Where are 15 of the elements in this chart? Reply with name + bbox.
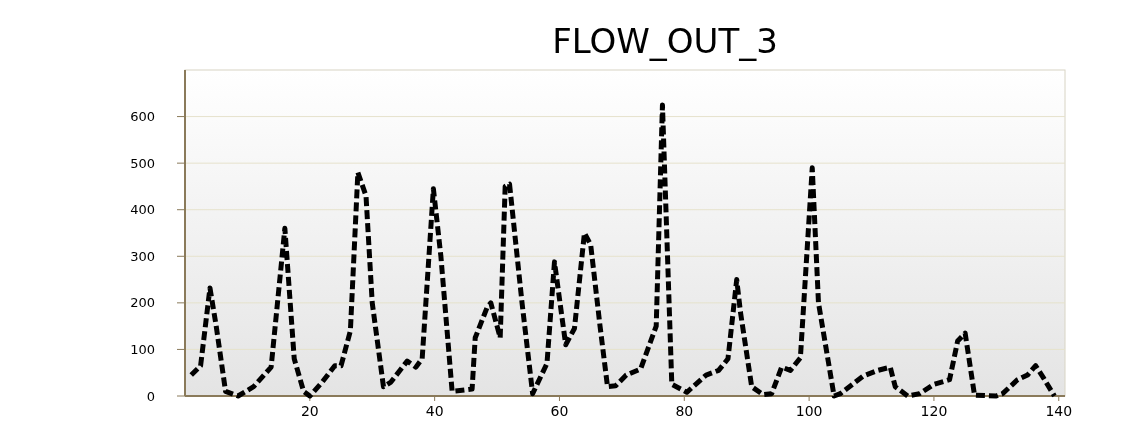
x-tick-label: 40: [425, 403, 444, 419]
x-tick-label: 120: [920, 403, 948, 419]
y-tick-label: 300: [130, 248, 155, 264]
y-tick-label: 100: [130, 341, 155, 357]
x-tick-label: 80: [675, 403, 694, 419]
y-tick-label: 200: [130, 295, 155, 311]
chart-title: FLOW_OUT_3: [552, 21, 778, 61]
y-tick-label: 500: [130, 155, 155, 171]
y-tick-label: 0: [146, 388, 155, 404]
y-tick-label: 600: [130, 109, 155, 125]
y-tick-label: 400: [130, 202, 155, 218]
x-tick-label: 20: [300, 403, 319, 419]
x-tick-label: 140: [1045, 403, 1073, 419]
x-tick-label: 100: [795, 403, 823, 419]
x-tick-label: 60: [550, 403, 569, 419]
